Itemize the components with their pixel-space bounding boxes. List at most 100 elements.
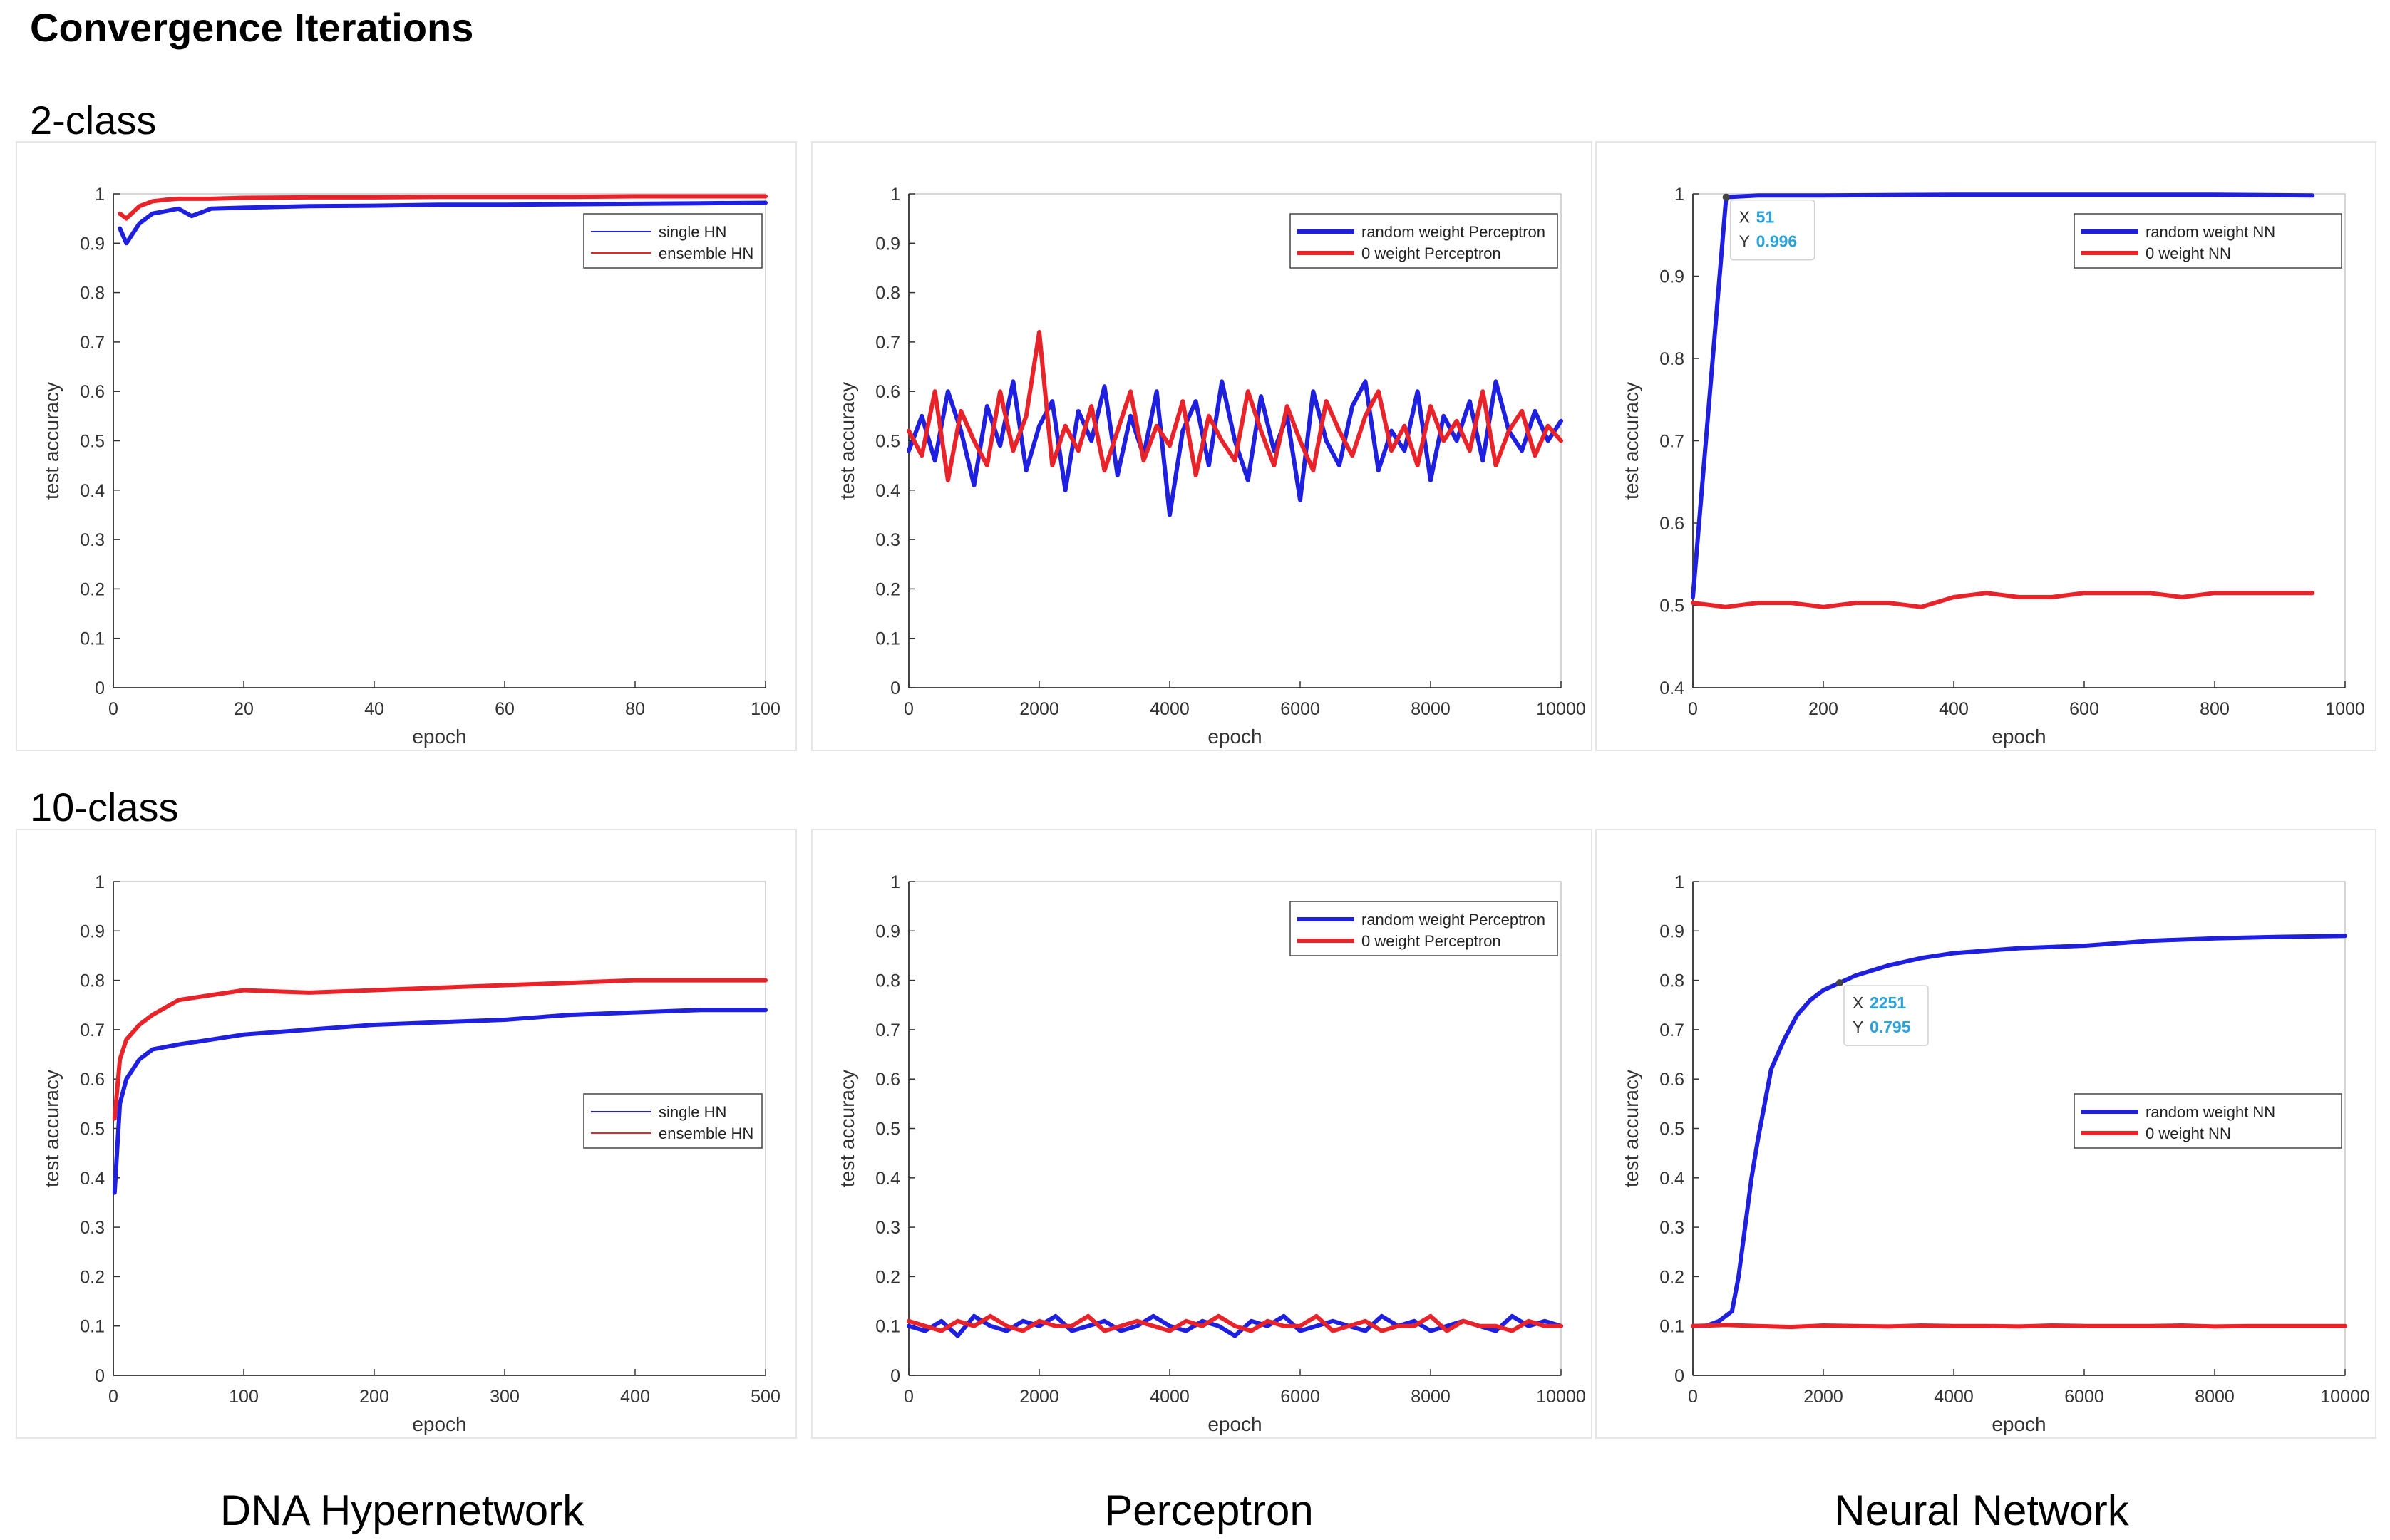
y-tick-label: 0.5: [80, 432, 105, 452]
legend-label: random weight NN: [2146, 223, 2275, 241]
x-tick-label: 100: [751, 699, 781, 719]
y-tick-label: 0.7: [875, 333, 900, 353]
datatip-box: [1729, 199, 1815, 261]
y-tick-label: 1: [1674, 185, 1684, 205]
x-tick-label: 200: [359, 1387, 389, 1407]
legend-label: 0 weight Perceptron: [1361, 932, 1501, 950]
legend-label: 0 weight NN: [2146, 244, 2231, 262]
x-tick-label: 8000: [1411, 1387, 1451, 1407]
x-tick-label: 2000: [1019, 1387, 1059, 1407]
y-axis-label: test accuracy: [1620, 382, 1642, 500]
y-tick-label: 0.6: [80, 382, 105, 402]
y-tick-label: 0.1: [875, 1317, 900, 1337]
series-line-blue: [118, 200, 768, 246]
y-tick-label: 1: [95, 185, 105, 205]
datatip-y-value: 0.795: [1870, 1018, 1911, 1036]
legend-box: [2074, 213, 2342, 269]
x-tick-label: 2000: [1803, 1387, 1843, 1407]
x-tick-label: 40: [364, 699, 384, 719]
chart-svg-hn-10class: 0 0.1 0.2 0.3 0.4 0.5 0.6 0.7 0.8 0.9 1 0 100 200 300 4…: [41, 872, 781, 1435]
x-tick-label: 0: [1688, 699, 1698, 719]
legend-box: [2074, 1093, 2342, 1149]
chart-svg-perceptron-2class: 0 0.1 0.2 0.3 0.4 0.5 0.6 0.7 0.8 0.9 1 0 2000 4000 60…: [836, 185, 1586, 748]
legend-box: [1289, 213, 1558, 269]
x-axis-label: epoch: [412, 725, 466, 748]
legend-box: [583, 213, 763, 269]
y-tick-label: 0.6: [1659, 1070, 1684, 1090]
y-tick-label: 0.3: [80, 530, 105, 550]
series-line-red: [118, 194, 768, 221]
x-axis-label: epoch: [412, 1413, 466, 1435]
y-tick-label: 0.8: [1659, 971, 1684, 991]
y-tick-label: 0.9: [80, 234, 105, 254]
page-title: Convergence Iterations: [30, 5, 474, 50]
legend-label: single HN: [659, 1103, 726, 1121]
x-tick-label: 2000: [1019, 699, 1059, 719]
y-tick-label: 0.4: [875, 481, 900, 501]
datatip-y-value: 0.996: [1756, 232, 1798, 251]
series-line-red: [907, 1313, 1563, 1333]
y-tick-label: 0.4: [80, 1169, 105, 1189]
x-tick-label: 4000: [1934, 1387, 1974, 1407]
y-tick-label: 0.1: [875, 629, 900, 649]
y-tick-label: 0.1: [80, 629, 105, 649]
series-line-blue: [907, 379, 1563, 517]
datatip-marker: [1835, 979, 1843, 987]
x-tick-label: 6000: [2064, 1387, 2104, 1407]
chart-svg-perceptron-10class: 0 0.1 0.2 0.3 0.4 0.5 0.6 0.7 0.8 0.9 1 0 2000 4000 60…: [836, 872, 1586, 1435]
chart-nn-2class: 0.4 0.5 0.6 0.7 0.8 0.9 1 0 200 400 600 800 1000 epoc…: [1595, 141, 2376, 751]
x-tick-label: 6000: [1280, 699, 1320, 719]
datatip-x-label: X: [1853, 993, 1863, 1012]
x-tick-label: 80: [625, 699, 645, 719]
column-label-neural-network: Neural Network: [1834, 1487, 2129, 1534]
y-tick-label: 0.8: [80, 284, 105, 304]
x-tick-label: 100: [229, 1387, 259, 1407]
legend-box: [583, 1093, 763, 1149]
datatip-x-value: 2251: [1870, 993, 1906, 1012]
datatip-x-label: X: [1739, 208, 1750, 227]
chart-perceptron-2class: 0 0.1 0.2 0.3 0.4 0.5 0.6 0.7 0.8 0.9 1 0 2000 4000 60…: [811, 141, 1592, 751]
x-tick-label: 0: [108, 1387, 118, 1407]
y-tick-label: 1: [890, 872, 900, 892]
x-tick-label: 500: [751, 1387, 781, 1407]
y-tick-label: 0.3: [875, 530, 900, 550]
y-tick-label: 0.5: [80, 1120, 105, 1140]
legend-label: random weight Perceptron: [1361, 911, 1545, 929]
chart-hn-10class: 0 0.1 0.2 0.3 0.4 0.5 0.6 0.7 0.8 0.9 1 0 100 200 300 4…: [16, 829, 797, 1439]
chart-svg-hn-2class: 0 0.1 0.2 0.3 0.4 0.5 0.6 0.7 0.8 0.9 1 0 20 40 60 80 10…: [41, 185, 781, 748]
y-tick-label: 0: [95, 1366, 105, 1386]
y-tick-label: 0.4: [1659, 1169, 1684, 1189]
y-tick-label: 0.6: [80, 1070, 105, 1090]
y-tick-label: 0.8: [875, 284, 900, 304]
legend-box: [1289, 901, 1558, 956]
x-tick-label: 4000: [1150, 1387, 1190, 1407]
x-axis-label: epoch: [1207, 725, 1262, 748]
y-tick-label: 0.4: [1659, 678, 1684, 698]
y-tick-label: 0.6: [1659, 514, 1684, 534]
series-line-blue: [907, 1313, 1563, 1338]
y-tick-label: 0.1: [1659, 1317, 1684, 1337]
y-tick-label: 0.3: [875, 1218, 900, 1238]
y-tick-label: 0.9: [875, 234, 900, 254]
y-tick-label: 0.5: [1659, 596, 1684, 616]
x-tick-label: 200: [1808, 699, 1838, 719]
x-tick-label: 0: [108, 699, 118, 719]
x-tick-label: 0: [1688, 1387, 1698, 1407]
series-line-blue: [1691, 192, 2315, 599]
y-axis-label: test accuracy: [836, 382, 858, 500]
x-tick-label: 1000: [2325, 699, 2365, 719]
legend-label: 0 weight Perceptron: [1361, 244, 1501, 262]
y-tick-label: 0.1: [80, 1317, 105, 1337]
y-tick-label: 0.7: [80, 333, 105, 353]
y-axis-label: test accuracy: [1620, 1070, 1642, 1187]
y-tick-label: 0.3: [1659, 1218, 1684, 1238]
y-axis-label: test accuracy: [41, 1070, 63, 1187]
chart-svg-nn-10class: 0 0.1 0.2 0.3 0.4 0.5 0.6 0.7 0.8 0.9 1 0 2000 4000 60…: [1620, 872, 2370, 1435]
column-label-perceptron: Perceptron: [1104, 1487, 1314, 1534]
y-tick-label: 0: [890, 678, 900, 698]
series-line-red: [1691, 1323, 2347, 1330]
legend-label: ensemble HN: [659, 244, 753, 262]
y-tick-label: 0.4: [80, 481, 105, 501]
y-tick-label: 0.2: [80, 579, 105, 599]
y-tick-label: 0.2: [80, 1267, 105, 1287]
